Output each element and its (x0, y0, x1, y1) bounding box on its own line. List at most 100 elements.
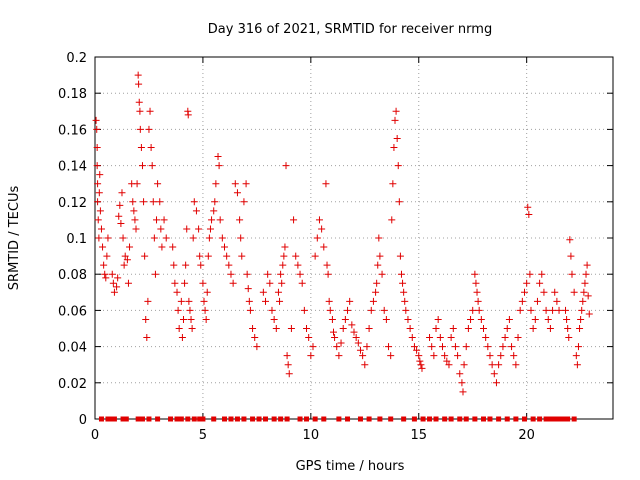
data-point (389, 180, 397, 188)
zero-value-marker (304, 416, 310, 422)
data-point (526, 270, 534, 278)
zero-value-marker (234, 416, 240, 422)
data-point (236, 216, 244, 224)
data-point (183, 225, 191, 233)
y-tick-label: 0.2 (66, 51, 87, 66)
data-point (233, 189, 241, 197)
data-point (525, 210, 533, 218)
data-point (454, 352, 462, 360)
data-point (190, 198, 198, 206)
data-point (104, 234, 112, 242)
zero-value-marker (556, 416, 562, 422)
data-point (388, 216, 396, 224)
zero-value-marker (155, 416, 161, 422)
zero-value-marker (496, 416, 502, 422)
data-point (555, 306, 563, 314)
data-point (568, 270, 576, 278)
data-point (318, 225, 326, 233)
data-point (533, 297, 541, 305)
zero-value-marker (321, 416, 327, 422)
zero-value-marker (345, 416, 351, 422)
data-point (151, 270, 159, 278)
data-point (436, 334, 444, 342)
data-point (272, 325, 280, 332)
data-point (538, 270, 546, 278)
zero-value-marker (146, 416, 152, 422)
data-point (274, 288, 282, 296)
data-point (518, 297, 526, 305)
zero-value-marker (552, 416, 558, 422)
data-point (97, 225, 105, 233)
data-point (369, 297, 377, 305)
data-point (237, 234, 245, 242)
x-tick-label: 15 (410, 428, 427, 443)
data-point (524, 203, 532, 211)
data-point (206, 225, 214, 233)
data-point (567, 252, 575, 260)
zero-value-marker (250, 416, 256, 422)
data-point (108, 270, 116, 278)
zero-value-marker (448, 416, 454, 422)
data-point (307, 352, 315, 360)
data-point (456, 370, 464, 378)
data-point (188, 325, 196, 332)
zero-value-marker (377, 416, 383, 422)
zero-value-marker (120, 416, 126, 422)
data-point (253, 343, 261, 351)
data-point (326, 306, 334, 314)
data-point (365, 325, 373, 332)
zero-value-marker (481, 416, 486, 422)
data-point (546, 325, 554, 332)
data-point (101, 270, 109, 278)
x-axis-title: GPS time / hours (296, 459, 405, 474)
data-point (285, 370, 293, 378)
data-point (150, 234, 158, 242)
data-point (536, 279, 544, 287)
data-point (137, 144, 145, 151)
data-point (410, 343, 418, 351)
zero-value-marker (278, 416, 284, 422)
data-point (114, 274, 122, 282)
data-point (95, 189, 103, 197)
zero-value-marker (560, 416, 566, 422)
zero-value-marker (107, 416, 113, 422)
data-point (516, 306, 524, 314)
data-point (492, 379, 500, 387)
data-point (119, 234, 127, 242)
data-point (363, 343, 371, 351)
zero-value-marker (174, 416, 180, 422)
data-point (109, 279, 117, 287)
zero-value-marker (522, 416, 528, 422)
data-point (210, 207, 218, 215)
data-point (339, 325, 347, 332)
data-point (441, 352, 449, 360)
data-point (187, 315, 195, 323)
x-tick-label: 20 (518, 428, 535, 443)
data-point (582, 270, 590, 278)
data-point (225, 261, 233, 269)
data-point (367, 306, 375, 314)
data-point (361, 361, 369, 369)
data-point (184, 111, 192, 119)
data-point (408, 334, 416, 342)
data-point (153, 216, 161, 224)
zero-value-marker (530, 416, 536, 422)
zero-value-marker (284, 416, 290, 422)
data-point (135, 80, 143, 88)
data-point (484, 343, 492, 351)
data-point (221, 243, 228, 251)
data-point (215, 162, 223, 170)
chart-title: Day 316 of 2021, SRMTID for receiver nrm… (208, 22, 492, 37)
data-point (551, 288, 559, 296)
data-point (415, 352, 423, 360)
data-point (416, 357, 424, 365)
data-point (303, 325, 311, 332)
data-point (136, 107, 144, 115)
data-point (402, 306, 410, 314)
data-point (471, 270, 479, 278)
data-point (399, 279, 407, 287)
zero-value-marker (357, 416, 363, 422)
data-point (378, 270, 386, 278)
y-tick-label: 0.02 (58, 377, 87, 392)
